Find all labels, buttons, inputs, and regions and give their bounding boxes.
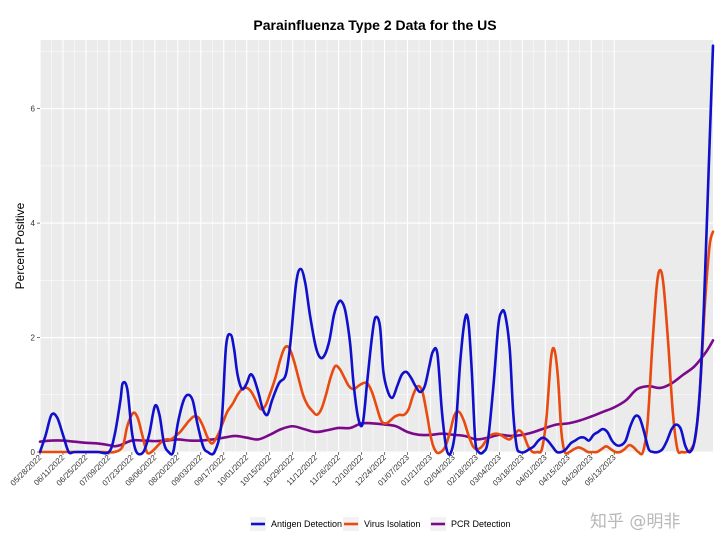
legend-label: Antigen Detection <box>271 519 342 529</box>
chart-title: Parainfluenza Type 2 Data for the US <box>253 17 496 33</box>
y-tick-label: 2 <box>31 334 36 343</box>
plot-area <box>40 40 713 452</box>
series-line-antigen-detection <box>38 44 715 456</box>
y-axis-ticks: 0 2 4 6 <box>31 105 40 457</box>
y-tick-label: 6 <box>31 105 36 114</box>
series-line-virus-isolation <box>38 230 715 456</box>
y-axis-label: Percent Positive <box>13 202 27 289</box>
y-tick-label: 0 <box>31 448 36 457</box>
legend-label: Virus Isolation <box>364 519 420 529</box>
y-tick-label: 4 <box>31 219 36 228</box>
watermark: 知乎 @明非 <box>590 512 680 532</box>
legend-label: PCR Detection <box>451 519 511 529</box>
x-axis-ticks: 05/28/202206/11/202206/25/202207/09/2022… <box>9 452 618 488</box>
series-lines <box>38 44 715 456</box>
legend: Antigen Detection Virus Isolation PCR Dete… <box>250 517 511 531</box>
